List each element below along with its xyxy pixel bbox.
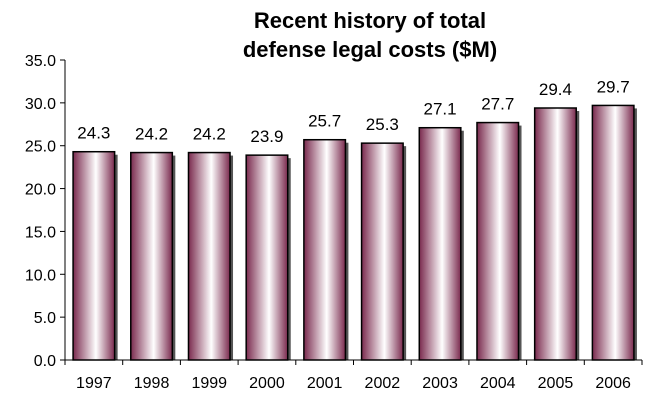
x-tick-label: 2006 xyxy=(595,375,631,392)
bar-2001 xyxy=(303,138,347,361)
y-tick-label: 20.0 xyxy=(25,182,56,199)
data-label: 27.7 xyxy=(481,95,514,114)
bar-1997 xyxy=(72,150,116,361)
data-label: 29.4 xyxy=(539,80,572,99)
chart-title-line-2: defense legal costs ($M) xyxy=(243,37,497,62)
chart-title: Recent history of total defense legal co… xyxy=(243,8,497,62)
y-tick-label: 10.0 xyxy=(25,267,56,284)
x-tick-label: 2004 xyxy=(480,375,516,392)
x-tick-label: 1999 xyxy=(191,375,227,392)
bar-2002 xyxy=(360,142,404,361)
x-tick-label: 2005 xyxy=(538,375,574,392)
data-label: 25.7 xyxy=(308,112,341,131)
x-tick-label: 2002 xyxy=(365,375,401,392)
bar-2003 xyxy=(418,126,462,361)
data-label: 23.9 xyxy=(250,127,283,146)
bar-2004 xyxy=(476,121,520,361)
y-axis: 0.0 5.0 10.0 15.0 20.0 25.0 30.0 35.0 xyxy=(25,53,66,370)
y-tick-label: 25.0 xyxy=(25,139,56,156)
data-label: 24.2 xyxy=(193,125,226,144)
bar-1998 xyxy=(130,151,174,361)
x-tick-label: 1997 xyxy=(76,375,112,392)
x-tick-label: 2003 xyxy=(422,375,458,392)
data-label: 24.3 xyxy=(77,124,110,143)
data-label: 29.7 xyxy=(597,77,630,96)
y-tick-label: 5.0 xyxy=(34,310,56,327)
chart-title-line-1: Recent history of total xyxy=(254,8,486,33)
x-tick-label: 2000 xyxy=(249,375,285,392)
y-tick-label: 15.0 xyxy=(25,224,56,241)
y-tick-label: 30.0 xyxy=(25,96,56,113)
y-tick-label: 0.0 xyxy=(34,353,56,370)
x-tick-label: 1998 xyxy=(134,375,170,392)
data-label: 24.2 xyxy=(135,125,168,144)
x-tick-label: 2001 xyxy=(307,375,343,392)
data-label: 25.3 xyxy=(366,115,399,134)
y-tick-label: 35.0 xyxy=(25,53,56,70)
bar-1999 xyxy=(187,151,231,361)
x-axis: 1997 1998 1999 2000 2001 2002 2003 2004 2005 2006 xyxy=(64,359,643,392)
bar-2006 xyxy=(591,104,635,361)
bar-2005 xyxy=(533,107,577,361)
bars: 24.3 24.2 24.2 23.9 25.7 25.3 27.1 27.7 29.4 29.7 xyxy=(72,77,637,361)
bar-2000 xyxy=(245,154,289,361)
data-label: 27.1 xyxy=(424,100,457,119)
